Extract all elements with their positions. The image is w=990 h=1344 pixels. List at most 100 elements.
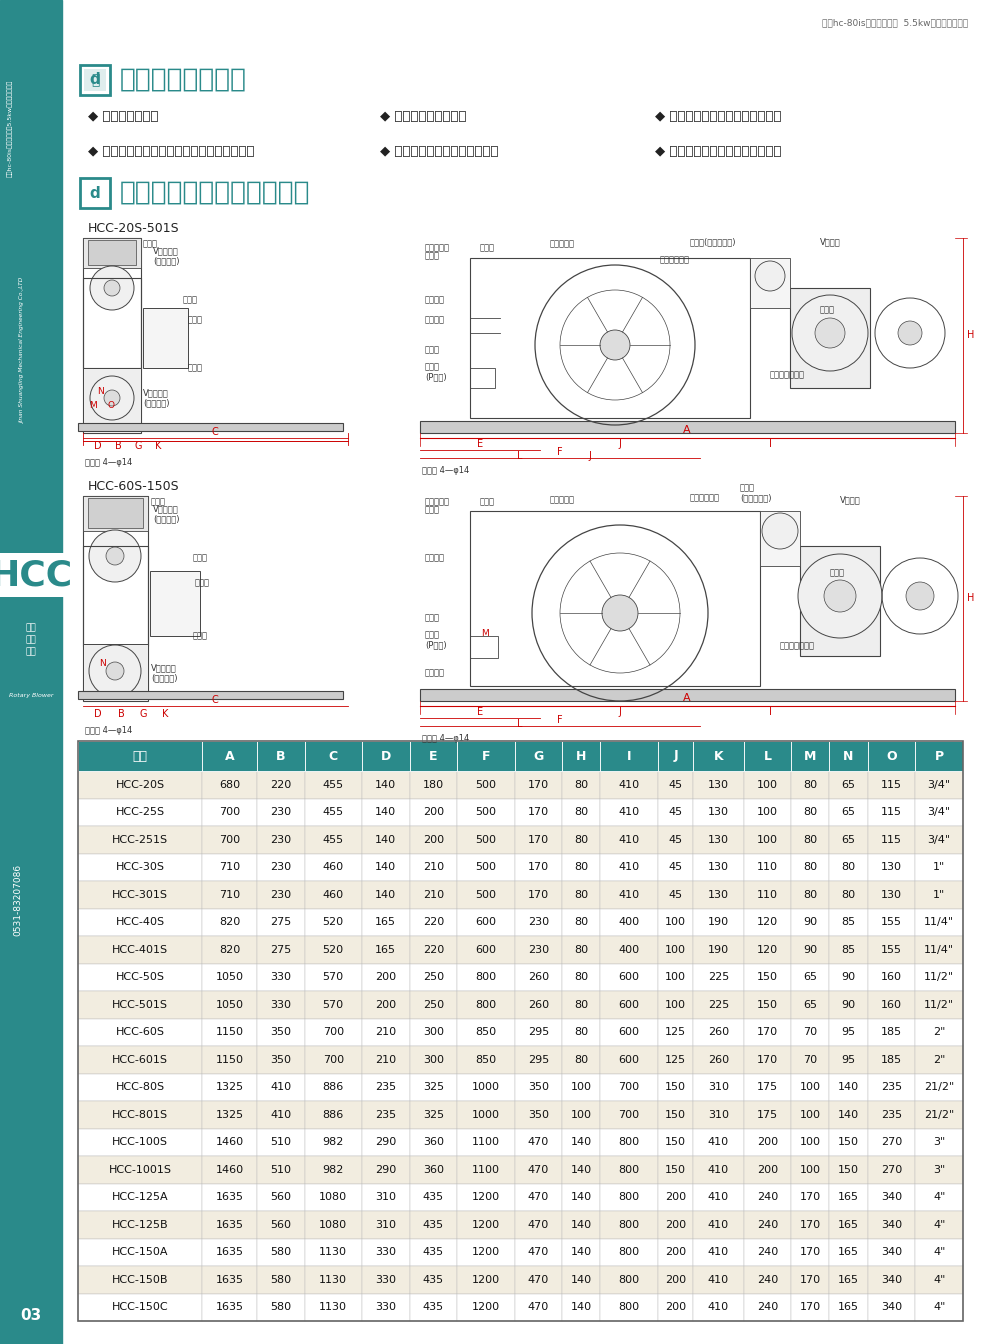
Text: 1325: 1325 xyxy=(216,1110,244,1120)
Text: 680: 680 xyxy=(219,780,240,790)
Bar xyxy=(916,1293,963,1321)
Bar xyxy=(562,771,600,798)
Bar xyxy=(457,1239,515,1266)
Text: 460: 460 xyxy=(323,863,344,872)
Bar xyxy=(760,511,800,566)
Text: 200: 200 xyxy=(423,835,444,845)
Text: HCC-601S: HCC-601S xyxy=(112,1055,168,1064)
Bar xyxy=(743,935,791,964)
Text: 注油口
(内附油标尺): 注油口 (内附油标尺) xyxy=(740,484,771,503)
Text: B: B xyxy=(115,441,122,452)
Bar xyxy=(916,964,963,991)
Text: 80: 80 xyxy=(574,1000,588,1009)
Circle shape xyxy=(90,376,134,419)
Bar xyxy=(457,853,515,882)
Bar xyxy=(693,1101,743,1129)
Text: 130: 130 xyxy=(708,780,729,790)
Bar xyxy=(515,964,562,991)
Text: 400: 400 xyxy=(619,917,640,927)
Bar xyxy=(305,991,362,1019)
Bar xyxy=(791,1046,830,1074)
Text: E: E xyxy=(430,750,438,762)
Text: I: I xyxy=(768,707,771,716)
Text: D: D xyxy=(94,710,102,719)
Bar xyxy=(743,1019,791,1046)
Text: 410: 410 xyxy=(708,1274,729,1285)
Bar xyxy=(257,1293,305,1321)
Bar xyxy=(257,991,305,1019)
Text: 45: 45 xyxy=(668,808,683,817)
Bar xyxy=(305,1293,362,1321)
Bar xyxy=(305,1046,362,1074)
Bar xyxy=(515,1156,562,1184)
Bar xyxy=(693,1156,743,1184)
Text: 165: 165 xyxy=(838,1274,859,1285)
Text: 空气室: 空气室 xyxy=(188,316,203,324)
Text: 300: 300 xyxy=(423,1055,444,1064)
Text: ◆ 医院、宾馆、船舶、实验室的污水搅拌曝气: ◆ 医院、宾馆、船舶、实验室的污水搅拌曝气 xyxy=(88,145,254,159)
Text: 200: 200 xyxy=(665,1302,686,1312)
Bar xyxy=(457,1074,515,1101)
Bar xyxy=(362,1129,410,1156)
Bar xyxy=(257,1239,305,1266)
Text: 470: 470 xyxy=(528,1274,549,1285)
Text: M: M xyxy=(481,629,489,637)
Text: 140: 140 xyxy=(375,780,396,790)
Bar xyxy=(867,853,916,882)
Bar xyxy=(362,1239,410,1266)
Bar xyxy=(305,1184,362,1211)
Bar xyxy=(657,741,693,771)
Bar xyxy=(693,1293,743,1321)
Bar xyxy=(693,741,743,771)
Text: 410: 410 xyxy=(270,1082,291,1093)
Bar xyxy=(362,1211,410,1239)
Text: N: N xyxy=(843,750,853,762)
Text: 21/2": 21/2" xyxy=(924,1082,954,1093)
Text: 115: 115 xyxy=(881,780,902,790)
Bar xyxy=(600,771,657,798)
Text: 410: 410 xyxy=(619,808,640,817)
Text: 850: 850 xyxy=(475,1027,496,1038)
FancyBboxPatch shape xyxy=(80,65,110,95)
Text: 250: 250 xyxy=(423,1000,444,1009)
Text: 140: 140 xyxy=(571,1165,592,1175)
Bar xyxy=(791,1293,830,1321)
Text: 压力表: 压力表 xyxy=(193,554,208,563)
Text: 110: 110 xyxy=(757,863,778,872)
Bar xyxy=(916,1211,963,1239)
Text: 安全阀: 安全阀 xyxy=(425,251,440,261)
Bar xyxy=(515,1074,562,1101)
Text: 470: 470 xyxy=(528,1247,549,1257)
Text: 235: 235 xyxy=(881,1082,902,1093)
Text: 140: 140 xyxy=(571,1247,592,1257)
Text: G: G xyxy=(140,710,147,719)
Bar xyxy=(562,827,600,853)
Text: 235: 235 xyxy=(881,1110,902,1120)
Text: 115: 115 xyxy=(881,808,902,817)
Bar xyxy=(657,1074,693,1101)
Text: HCC-1001S: HCC-1001S xyxy=(109,1165,171,1175)
Bar xyxy=(305,1129,362,1156)
Text: 800: 800 xyxy=(475,972,496,982)
Bar xyxy=(83,368,141,427)
Bar xyxy=(830,798,867,827)
Text: 325: 325 xyxy=(423,1110,444,1120)
Text: 210: 210 xyxy=(423,863,444,872)
Text: 470: 470 xyxy=(528,1137,549,1148)
Text: Rotary Blower: Rotary Blower xyxy=(9,692,53,698)
Text: 560: 560 xyxy=(270,1192,291,1203)
Circle shape xyxy=(106,663,124,680)
Bar xyxy=(78,1293,202,1321)
Text: 1635: 1635 xyxy=(216,1220,244,1230)
Text: 100: 100 xyxy=(800,1165,821,1175)
Text: V型皮带轮
(电动机侧): V型皮带轮 (电动机侧) xyxy=(151,664,177,683)
Bar xyxy=(867,798,916,827)
Bar xyxy=(791,991,830,1019)
Text: HCC-100S: HCC-100S xyxy=(112,1137,168,1148)
Text: 130: 130 xyxy=(881,890,902,899)
Circle shape xyxy=(600,331,630,360)
Text: 130: 130 xyxy=(708,808,729,817)
Bar xyxy=(515,1211,562,1239)
Text: HCC-60S: HCC-60S xyxy=(116,1027,164,1038)
Bar xyxy=(257,909,305,935)
